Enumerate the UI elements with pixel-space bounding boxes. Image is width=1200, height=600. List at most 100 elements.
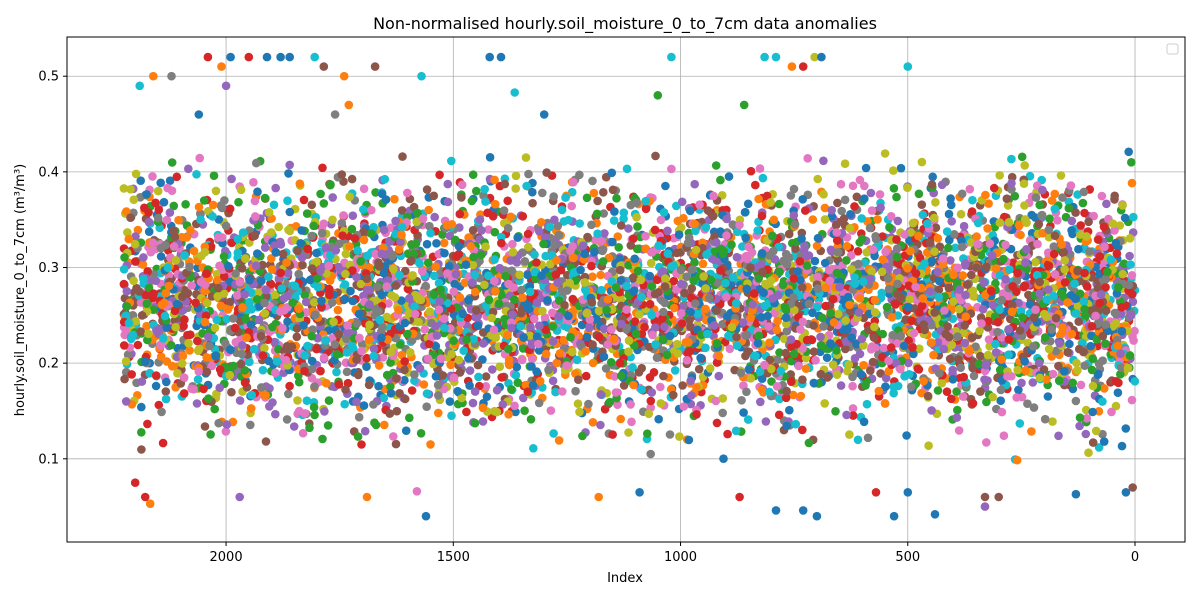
data-point [194, 202, 204, 212]
data-point [611, 283, 621, 292]
data-point [396, 340, 405, 349]
data-point [439, 238, 449, 248]
data-point [283, 268, 293, 278]
data-point [142, 321, 151, 331]
data-point [457, 193, 466, 202]
data-point [161, 240, 170, 250]
data-point [283, 317, 292, 327]
data-point [360, 426, 370, 436]
data-point [397, 222, 407, 232]
data-point [862, 399, 872, 409]
data-point [773, 355, 782, 365]
data-point [237, 349, 247, 359]
data-point [503, 196, 512, 206]
data-point [682, 272, 691, 282]
data-point [775, 267, 784, 277]
data-point [956, 363, 965, 373]
data-point [137, 402, 146, 412]
data-point [978, 305, 988, 314]
data-point [841, 344, 850, 354]
data-point [329, 317, 338, 327]
data-point [608, 430, 617, 439]
data-point [290, 281, 300, 291]
data-point [848, 404, 858, 413]
data-point [656, 215, 666, 225]
data-point [421, 281, 431, 291]
data-point [879, 343, 889, 353]
data-point [347, 224, 357, 234]
data-point [999, 431, 1009, 441]
data-point [365, 285, 375, 295]
data-point [350, 234, 360, 243]
data-point [564, 215, 573, 225]
data-point [154, 400, 164, 410]
data-point [1017, 152, 1027, 162]
data-point [261, 437, 271, 446]
data-point [917, 200, 927, 209]
data-point [478, 417, 488, 426]
data-point [353, 432, 363, 441]
data-point [965, 346, 974, 355]
data-point [1087, 365, 1097, 375]
data-point [452, 252, 461, 261]
data-point [820, 203, 830, 213]
data-point [731, 426, 741, 436]
data-point [260, 193, 270, 203]
data-point [1113, 388, 1123, 398]
data-point [798, 195, 807, 204]
data-point [470, 387, 480, 396]
data-point [1098, 356, 1107, 366]
data-point [1051, 346, 1061, 356]
data-point [285, 381, 294, 391]
data-point [339, 211, 348, 220]
data-point [386, 223, 396, 232]
data-point [422, 239, 432, 249]
data-point [712, 339, 722, 348]
data-point [283, 196, 292, 205]
data-point [307, 356, 317, 366]
data-point [488, 365, 497, 374]
data-point [538, 306, 547, 316]
data-point [250, 196, 260, 206]
data-point [995, 218, 1005, 227]
data-point [944, 209, 954, 219]
data-point [1073, 366, 1082, 375]
data-point [334, 380, 344, 389]
data-point [473, 360, 483, 370]
data-point [766, 276, 776, 285]
data-point [665, 430, 675, 439]
data-point [832, 236, 842, 245]
data-point [534, 346, 544, 355]
data-point [473, 321, 483, 331]
data-point [181, 200, 190, 209]
data-point [649, 368, 659, 377]
data-point [798, 344, 807, 353]
data-point [284, 169, 293, 178]
data-point [995, 171, 1004, 180]
data-point [254, 315, 264, 325]
data-point [775, 394, 784, 404]
data-point [300, 290, 310, 300]
data-point [1093, 283, 1103, 293]
data-point [860, 181, 869, 191]
data-point [474, 372, 483, 382]
data-point [680, 288, 689, 298]
data-point [953, 405, 962, 415]
data-point [478, 403, 488, 413]
data-point [524, 169, 533, 179]
data-point [264, 208, 274, 217]
data-point [995, 365, 1005, 375]
data-point [1022, 218, 1031, 227]
data-point [520, 257, 530, 266]
data-point [842, 241, 852, 251]
data-point [980, 375, 989, 384]
data-point [354, 412, 364, 422]
data-point [340, 399, 350, 409]
data-point [379, 225, 389, 235]
data-point [250, 231, 259, 241]
data-point [836, 381, 846, 390]
data-point [407, 386, 417, 395]
data-point [673, 216, 683, 226]
chart-title: Non-normalised hourly.soil_moisture_0_to… [373, 14, 877, 34]
data-point [1060, 265, 1069, 274]
